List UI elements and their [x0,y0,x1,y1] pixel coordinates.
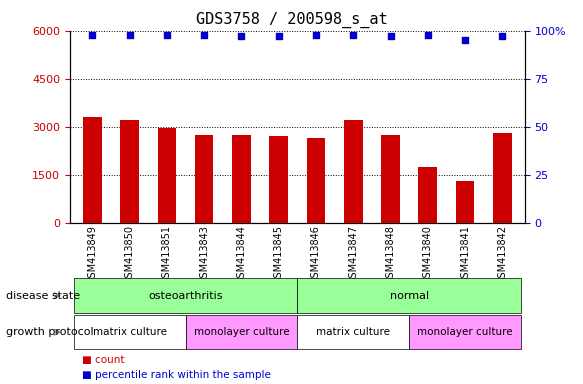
Point [423,31,433,38]
Point [498,33,507,40]
Point [125,31,134,38]
Bar [307,138,325,223]
Text: growth protocol: growth protocol [6,327,93,337]
Text: ■ percentile rank within the sample: ■ percentile rank within the sample [82,370,271,380]
Bar [195,135,213,223]
Bar [419,167,437,223]
Point [199,31,209,38]
Text: normal: normal [389,291,429,301]
Point [237,33,246,40]
Bar [493,133,512,223]
Bar [232,135,251,223]
Bar [381,135,400,223]
Bar [157,128,176,223]
Bar [83,117,101,223]
Text: matrix culture: matrix culture [316,327,390,337]
Text: matrix culture: matrix culture [93,327,167,337]
Text: osteoarthritis: osteoarthritis [148,291,223,301]
Point [386,33,395,40]
Bar [344,120,363,223]
Text: ■ count: ■ count [82,355,124,365]
Text: monolayer culture: monolayer culture [417,327,513,337]
Text: monolayer culture: monolayer culture [194,327,289,337]
Text: disease state: disease state [6,291,80,301]
Point [311,31,321,38]
Point [349,31,358,38]
Bar [456,181,475,223]
Bar [120,120,139,223]
Bar [269,136,288,223]
Text: GDS3758 / 200598_s_at: GDS3758 / 200598_s_at [196,12,387,28]
Point [461,37,470,43]
Point [274,33,283,40]
Point [87,31,97,38]
Point [162,31,171,38]
